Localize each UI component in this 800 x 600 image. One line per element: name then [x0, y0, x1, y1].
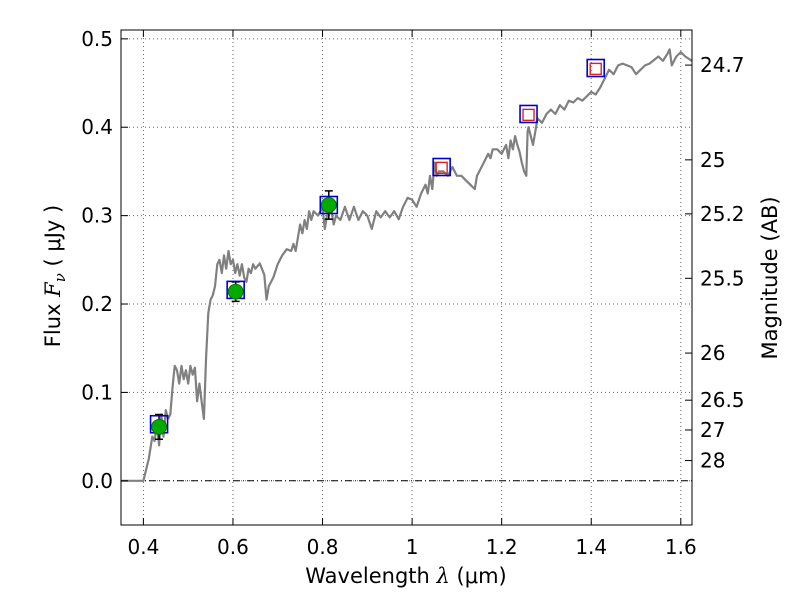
model-band-box: [519, 104, 538, 124]
axis-ticks: [121, 30, 692, 525]
predicted-nir-box: [589, 62, 602, 76]
model-band-box: [319, 195, 339, 215]
grid-lines: [121, 30, 692, 525]
x-tick-label: 1.6: [665, 535, 697, 559]
predicted-nir-box: [435, 161, 448, 175]
plot-frame: [120, 29, 693, 526]
x-axis-title: Wavelength λ (μm): [305, 564, 506, 588]
observed-point: [227, 283, 244, 300]
model-band-box: [586, 58, 606, 78]
plot-area: [121, 48, 692, 482]
y2-tick-label: 25.5: [700, 266, 745, 290]
y2-axis-title: Magnitude (AB): [758, 196, 782, 359]
x-tick-label: 1: [406, 535, 419, 559]
y-axis-title: Flux Fν ( μJy ): [41, 205, 69, 347]
x-tick-label: 1.2: [486, 535, 518, 559]
y2-tick-label: 27: [700, 418, 725, 442]
y2-tick-label: 25: [700, 148, 725, 172]
y2-tick-label: 25.2: [700, 202, 745, 226]
model-spectrum-line: [121, 48, 692, 482]
predicted-nir-box: [522, 108, 535, 122]
x-tick-label: 0.4: [127, 535, 159, 559]
y-tick-label: 0.2: [81, 292, 113, 316]
y-tick-label: 0.4: [81, 115, 113, 139]
observed-point: [320, 197, 337, 213]
y2-tick-label: 24.7: [700, 53, 745, 77]
model-band-box: [432, 157, 451, 177]
x-tick-label: 0.6: [217, 535, 249, 559]
y2-tick-label: 26.5: [700, 388, 745, 412]
y-tick-label: 0.3: [81, 204, 113, 228]
y-tick-label: 0.0: [81, 469, 113, 493]
tick-labels: 0.4 0.6 0.8 1 1.2 1.4 1.6 0.0 0.1 0.2 0.3 0.4 0.5 24.…: [81, 27, 744, 559]
y-tick-label: 0.5: [81, 27, 113, 51]
y2-tick-label: 28: [700, 449, 725, 473]
y2-tick-label: 26: [700, 341, 725, 365]
y-tick-label: 0.1: [81, 380, 113, 404]
x-tick-label: 0.8: [307, 535, 339, 559]
x-tick-label: 1.4: [575, 535, 607, 559]
observed-point: [151, 418, 167, 435]
